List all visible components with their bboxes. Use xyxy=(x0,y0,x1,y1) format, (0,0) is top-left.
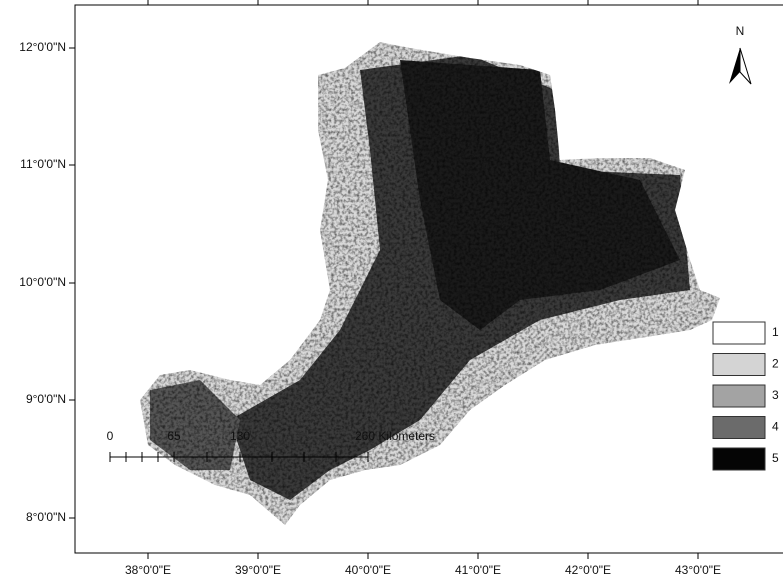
legend-label: 5 xyxy=(772,451,779,465)
longitude-label: 39°0'0"E xyxy=(235,563,281,577)
longitude-label: 42°0'0"E xyxy=(565,563,611,577)
longitude-label: 41°0'0"E xyxy=(455,563,501,577)
scale-label: 260 Kilometers xyxy=(355,429,435,443)
north-arrow: N xyxy=(729,24,751,84)
legend-swatch xyxy=(713,448,765,470)
legend-label: 1 xyxy=(772,325,779,339)
longitude-label: 43°0'0"E xyxy=(675,563,721,577)
legend-swatch xyxy=(713,385,765,407)
legend-swatch xyxy=(713,417,765,439)
latitude-label: 10°0'0"N xyxy=(19,275,66,289)
scale-label: 130 xyxy=(230,429,250,443)
latitude-label: 9°0'0"N xyxy=(26,392,66,406)
longitude-label: 38°0'0"E xyxy=(125,563,171,577)
legend-swatch xyxy=(713,322,765,344)
legend-swatch xyxy=(713,354,765,376)
legend-label: 3 xyxy=(772,388,779,402)
latitude-label: 11°0'0"N xyxy=(20,157,66,171)
latitude-label: 8°0'0"N xyxy=(26,510,66,524)
latitude-label: 12°0'0"N xyxy=(19,40,66,54)
map-figure: N 0 65 130 260 Kilometers 12°0'0"N 11°0'0"N 1… xyxy=(0,0,783,581)
longitude-label: 40°0'0"E xyxy=(345,563,391,577)
north-label: N xyxy=(736,24,745,38)
legend-label: 4 xyxy=(772,420,779,434)
study-area xyxy=(130,30,730,540)
scale-label: 0 xyxy=(107,429,114,443)
legend: 1 2 3 4 5 xyxy=(713,322,779,470)
scale-label: 65 xyxy=(167,429,181,443)
legend-label: 2 xyxy=(772,357,779,371)
